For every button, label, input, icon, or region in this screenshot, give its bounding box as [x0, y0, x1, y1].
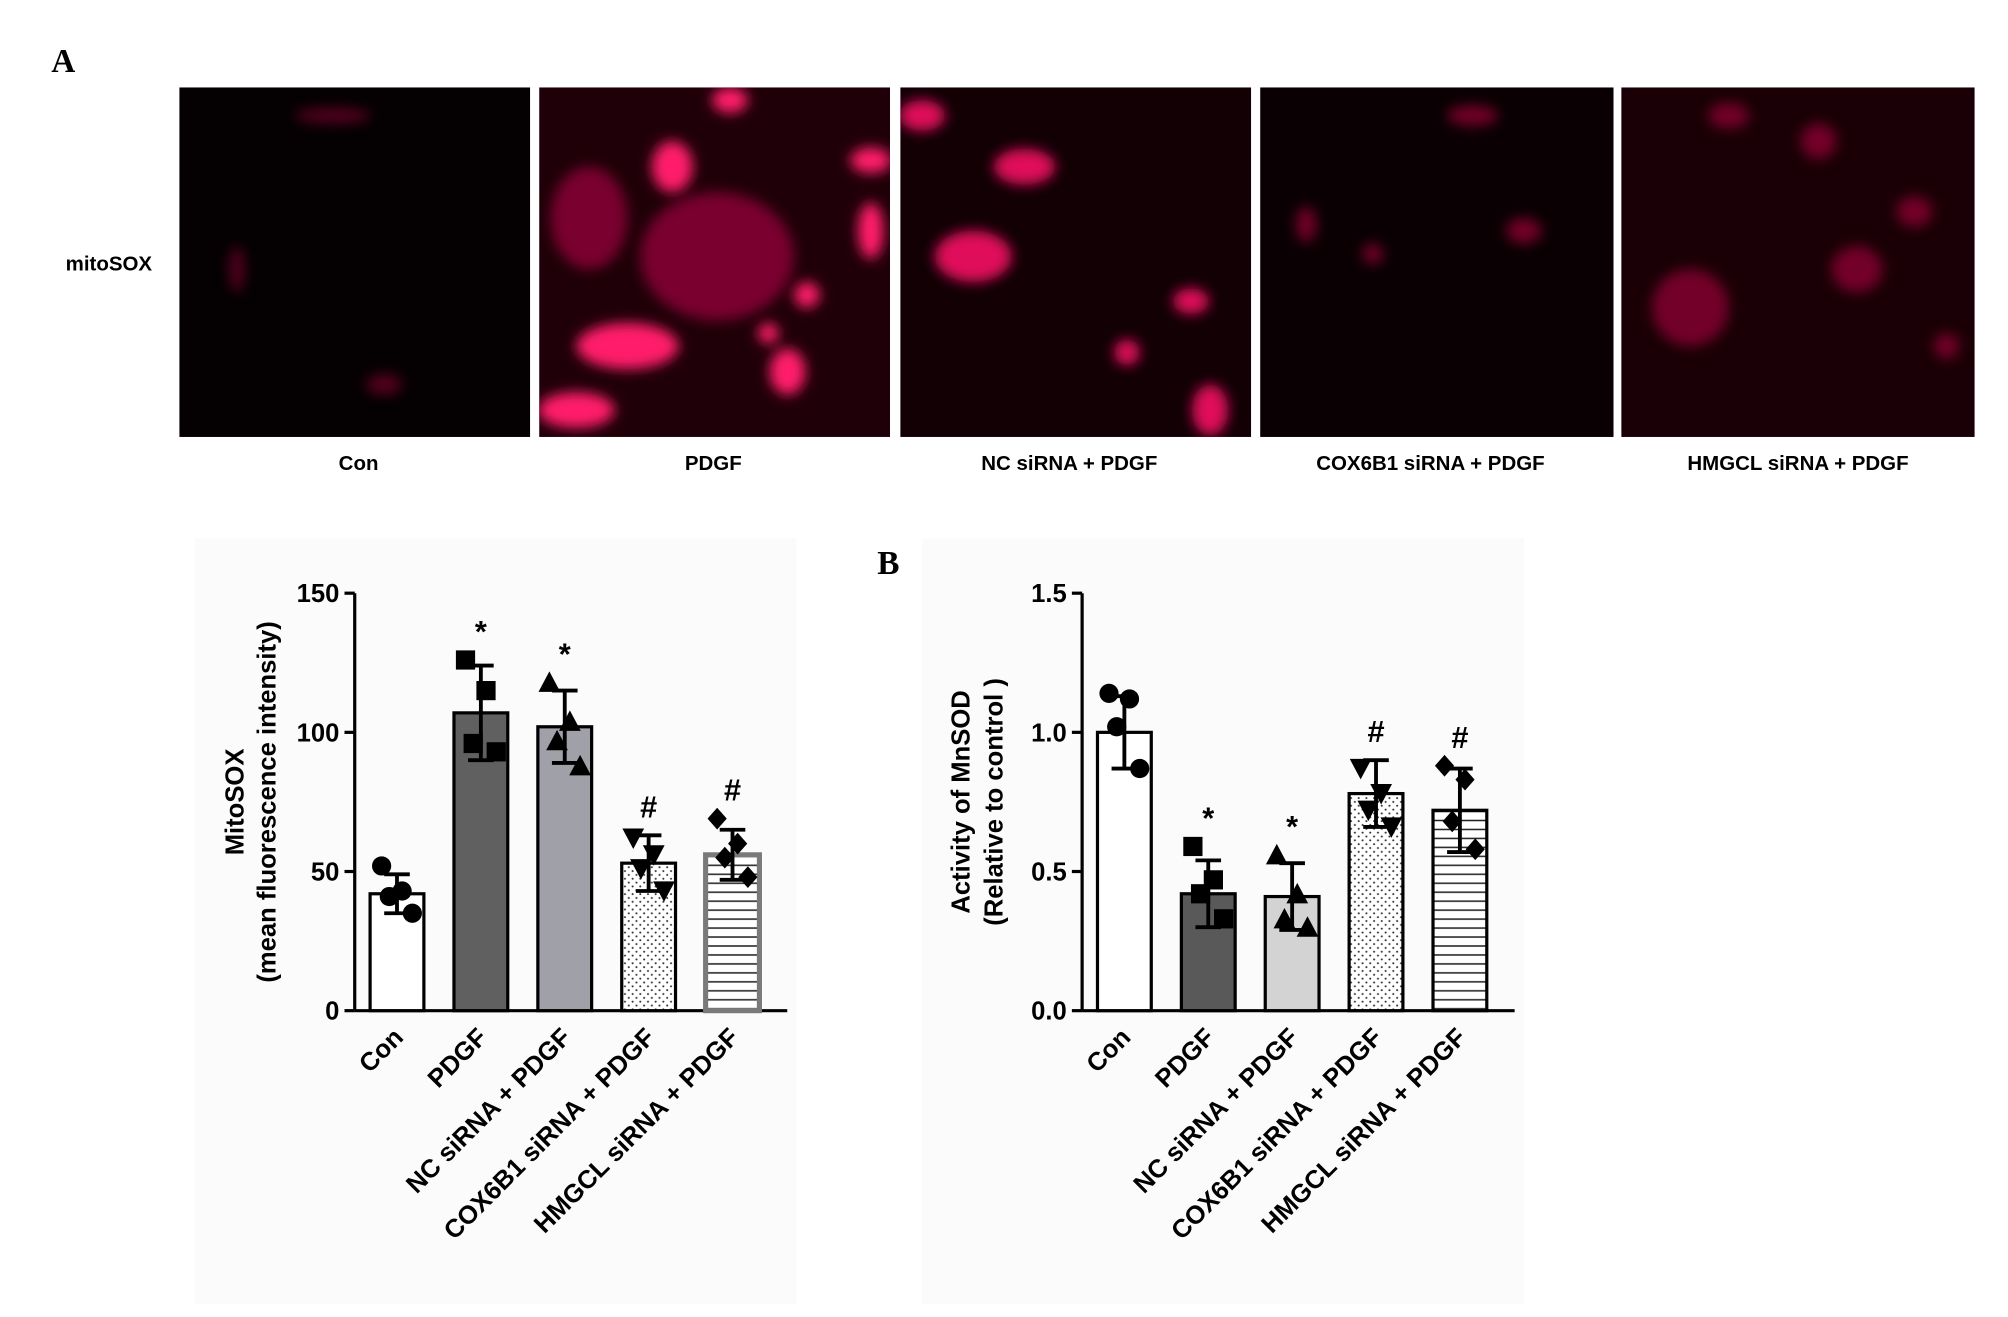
- data-point: [1265, 843, 1288, 865]
- data-point: [715, 846, 735, 869]
- y-tick-label: 100: [297, 719, 340, 747]
- bar: [452, 711, 510, 1013]
- panel-label: A: [51, 43, 75, 80]
- data-point: [1119, 689, 1140, 709]
- y-tick-label: 150: [297, 580, 340, 608]
- data-point: [1380, 817, 1403, 838]
- data-point: [1349, 758, 1372, 780]
- data-point: [463, 733, 483, 754]
- micrograph-caption: COX6B1 siRNA + PDGF: [1316, 452, 1544, 475]
- data-point: [486, 742, 506, 762]
- micrograph-caption: Con: [339, 452, 379, 475]
- data-point: [653, 881, 675, 902]
- significance-mark: #: [1367, 714, 1384, 749]
- data-point: [1273, 907, 1296, 929]
- significance-mark: *: [1286, 809, 1298, 844]
- data-point: [1370, 783, 1393, 805]
- micrograph: [900, 87, 1252, 437]
- data-point: [569, 754, 592, 776]
- data-point: [1442, 810, 1462, 833]
- y-tick-label: 1.5: [1031, 580, 1067, 608]
- significance-mark: *: [1202, 801, 1214, 836]
- data-point: [1465, 838, 1485, 861]
- data-point: [1190, 884, 1211, 904]
- significance-mark: *: [559, 636, 571, 671]
- data-point: [455, 650, 476, 670]
- data-point: [372, 856, 392, 876]
- data-point: [1183, 836, 1203, 857]
- y-tick-label: 0.0: [1031, 998, 1067, 1026]
- data-point: [1296, 916, 1319, 937]
- data-point: [642, 845, 665, 866]
- y-tick-label: 50: [311, 858, 340, 886]
- y-tick-label: 0: [325, 998, 339, 1026]
- data-point: [476, 680, 496, 701]
- micrograph-caption: PDGF: [685, 452, 742, 475]
- data-point: [558, 710, 581, 731]
- panel-label: B: [877, 545, 899, 582]
- y-tick-label: 0.5: [1031, 858, 1067, 886]
- y-axis-label: Activity of MnSOD: [947, 690, 975, 913]
- micrograph: [1621, 87, 1975, 437]
- data-point: [1107, 717, 1127, 737]
- micrograph: [1260, 87, 1614, 437]
- data-point: [538, 671, 561, 692]
- micrograph-caption: HMGCL siRNA + PDGF: [1687, 452, 1908, 475]
- data-point: [622, 828, 645, 849]
- data-point: [379, 886, 399, 907]
- data-point: [546, 729, 568, 751]
- data-point: [707, 807, 727, 830]
- data-point: [1286, 882, 1309, 904]
- data-point: [1214, 909, 1234, 929]
- data-point: [1357, 800, 1380, 822]
- y-axis-label: (Relative to control ): [981, 678, 1009, 926]
- data-point: [402, 903, 422, 923]
- micrograph-caption: NC siRNA + PDGF: [981, 452, 1157, 475]
- data-point: [1130, 758, 1150, 779]
- y-tick-label: 1.0: [1031, 719, 1067, 747]
- bar: [1095, 730, 1153, 1013]
- significance-mark: #: [1451, 720, 1468, 755]
- y-axis-label: (mean fluorescence intensity): [253, 621, 281, 982]
- row-label: mitoSOX: [66, 252, 153, 275]
- significance-mark: #: [724, 773, 741, 808]
- data-point: [630, 859, 652, 880]
- y-axis-label: MitoSOX: [221, 749, 249, 856]
- significance-mark: *: [475, 614, 487, 649]
- micrograph: [179, 87, 531, 437]
- significance-mark: #: [640, 789, 657, 824]
- data-point: [738, 866, 758, 888]
- data-point: [1099, 683, 1119, 703]
- micrograph: [539, 87, 891, 437]
